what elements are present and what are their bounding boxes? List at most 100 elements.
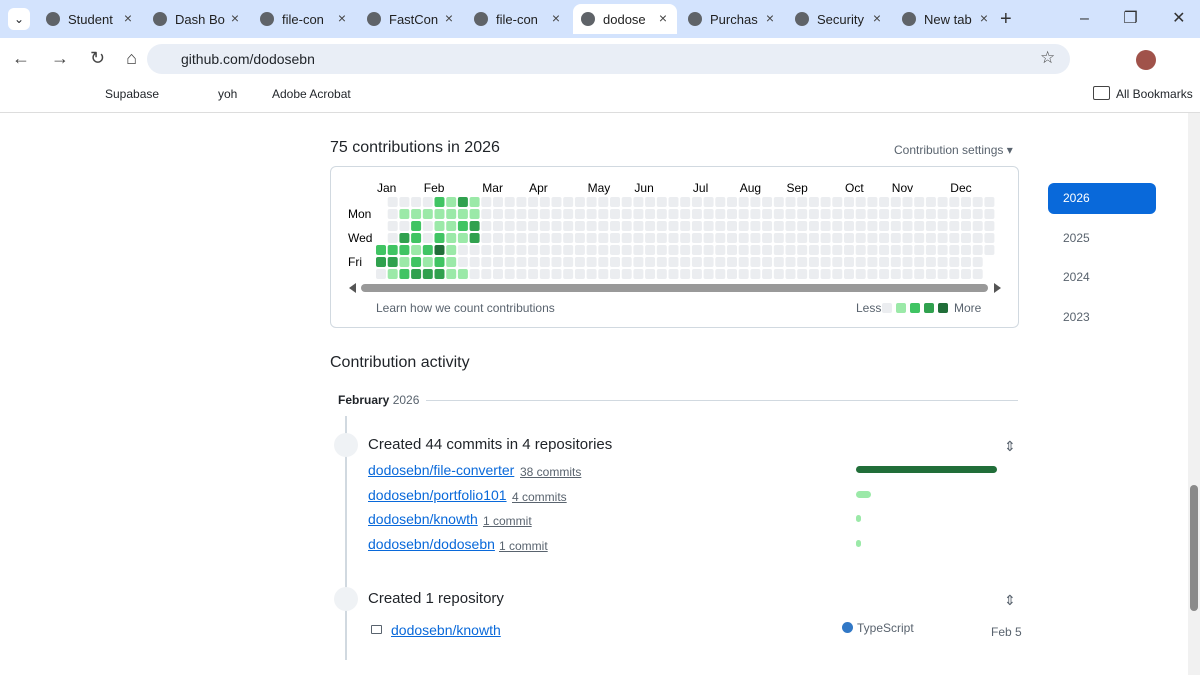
tab[interactable]: file-con ×	[466, 4, 570, 34]
repo-link[interactable]: dodosebn/portfolio101	[368, 486, 507, 503]
commit-count[interactable]: 38 commits	[520, 465, 582, 479]
new-tab[interactable]: +	[1000, 8, 1012, 30]
contribution-cell	[703, 233, 714, 243]
contribution-cell	[586, 233, 597, 243]
contribution-cell	[586, 269, 597, 279]
tab-close[interactable]: ×	[230, 10, 239, 26]
contribution-cell	[750, 269, 761, 279]
contribution-cell	[867, 245, 878, 255]
contribution-cell	[563, 209, 574, 219]
contribution-cell	[621, 221, 632, 231]
bookmark[interactable]: Adobe Acrobat	[272, 87, 351, 101]
commit-bar	[856, 490, 871, 498]
contribution-cell	[610, 245, 620, 255]
contribution-cell	[528, 197, 539, 207]
contribution-cell	[703, 269, 714, 279]
year[interactable]: 2025	[1063, 230, 1090, 245]
tab-close[interactable]: ×	[551, 10, 560, 26]
avatar[interactable]	[1136, 50, 1156, 70]
repo-link[interactable]: dodosebn/knowth	[391, 622, 501, 638]
year[interactable]: 2026	[1048, 183, 1156, 214]
repo-icon	[334, 587, 358, 611]
contribution-cell	[528, 221, 539, 231]
contribution-cell	[925, 233, 936, 243]
contribution-settings[interactable]: Contribution settings ▾	[894, 143, 1013, 157]
repo-link[interactable]: dodosebn/dodosebn	[368, 535, 495, 552]
contribution-cell	[738, 257, 749, 267]
contribution-cell	[855, 209, 866, 219]
contribution-cell	[703, 221, 714, 231]
contribution-cell	[469, 269, 480, 279]
tab-search[interactable]: ⌄	[8, 8, 30, 30]
contribution-cell	[820, 233, 831, 243]
repo-link[interactable]: dodosebn/knowth	[368, 511, 478, 527]
tab[interactable]: dodose ×	[573, 4, 677, 34]
contribution-cell	[668, 209, 679, 219]
year[interactable]: 2023	[1063, 309, 1090, 324]
commit-count[interactable]: 4 commits	[512, 489, 567, 504]
collapse[interactable]: ⇕	[1004, 592, 1016, 608]
tab[interactable]: Dash Bo ×	[145, 4, 249, 34]
contribution-cell	[773, 209, 784, 219]
tab[interactable]: New tab ×	[894, 4, 998, 34]
scrollbar	[1188, 113, 1200, 675]
tab[interactable]: Security ×	[787, 4, 891, 34]
contribution-cell	[715, 269, 726, 279]
contribution-cell	[574, 209, 585, 219]
contribution-cell	[610, 221, 620, 231]
nav-buttons[interactable]: ← → ↻ ⌂	[12, 48, 137, 68]
contribution-cell	[937, 233, 948, 243]
bookmark[interactable]: yoh	[218, 87, 238, 101]
repo-link[interactable]: dodosebn/file-converter	[368, 462, 515, 478]
month-label: Jun	[634, 181, 653, 195]
contribution-cell	[773, 269, 784, 279]
contribution-cell	[703, 197, 714, 207]
omnibox[interactable]	[147, 44, 1070, 74]
contribution-cell	[457, 233, 468, 243]
created-date: Feb 5	[991, 625, 1022, 639]
favicon	[474, 12, 488, 26]
contribution-cell	[610, 257, 620, 267]
tab-close[interactable]: ×	[872, 10, 881, 26]
commits-title: Created 44 commits in 4 repositories	[368, 436, 613, 453]
contribution-cell	[832, 269, 843, 279]
tab-close[interactable]: ×	[765, 10, 774, 26]
contribution-cell	[516, 221, 527, 231]
contribution-cell	[925, 269, 936, 279]
contribution-cell	[668, 269, 679, 279]
window-controls[interactable]: – ❐ ✕	[1080, 10, 1186, 27]
contribution-cell	[387, 257, 398, 267]
collapse[interactable]: ⇕	[1004, 438, 1016, 454]
tab[interactable]: file-con ×	[252, 4, 356, 34]
tab-close[interactable]: ×	[337, 10, 346, 26]
contribution-cell	[844, 197, 854, 207]
all-bookmarks[interactable]: All Bookmarks	[1116, 87, 1193, 101]
bookmark-star[interactable]: ☆	[1040, 48, 1056, 67]
commit-count[interactable]: 1 commit	[483, 514, 532, 528]
tab-close[interactable]: ×	[658, 10, 667, 26]
contribution-cell	[808, 245, 819, 255]
tab[interactable]: Purchas ×	[680, 4, 784, 34]
contribution-cell	[411, 233, 422, 243]
year[interactable]: 2024	[1063, 270, 1090, 284]
tab[interactable]: Student ×	[38, 4, 142, 34]
scroll-track	[361, 284, 988, 292]
commit-count[interactable]: 1 commit	[499, 538, 548, 553]
favicon	[367, 12, 381, 26]
bookmark[interactable]: Supabase	[105, 87, 160, 101]
contribution-cell	[691, 209, 702, 219]
contribution-cell	[691, 197, 702, 207]
folder-icon	[1093, 86, 1110, 100]
tab[interactable]: FastCon ×	[359, 4, 463, 34]
tab-close[interactable]: ×	[979, 10, 988, 26]
month-label: Aug	[740, 181, 761, 195]
tab-close[interactable]: ×	[123, 10, 132, 26]
contribution-cell	[668, 233, 679, 243]
contribution-cell	[633, 257, 644, 267]
contribution-cell	[879, 257, 890, 267]
tab-close[interactable]: ×	[444, 10, 453, 26]
contribution-cell	[855, 233, 866, 243]
contribution-cell	[586, 209, 597, 219]
contribution-cell	[855, 245, 866, 255]
contribution-cell	[481, 209, 492, 219]
